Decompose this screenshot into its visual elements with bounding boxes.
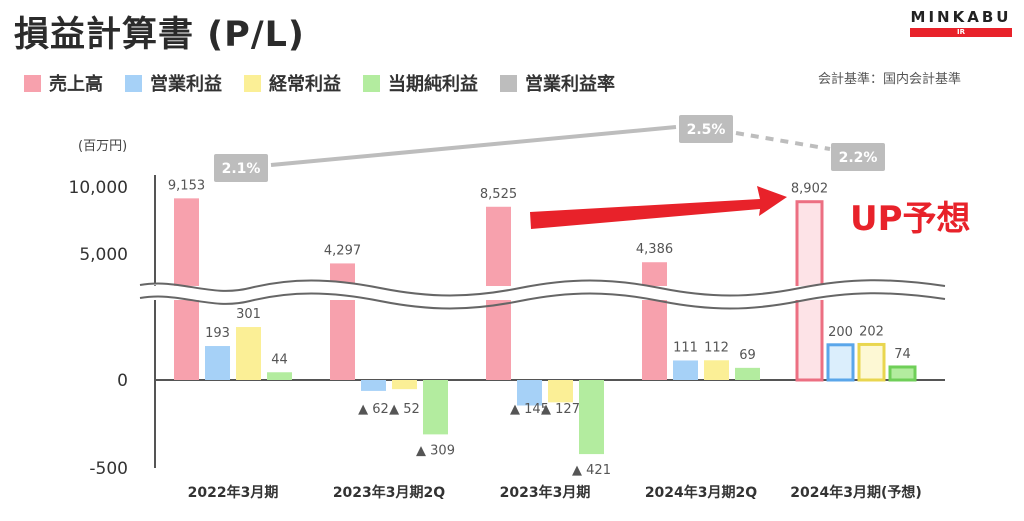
bar	[236, 327, 261, 380]
y-tick-label: 0	[117, 371, 128, 391]
bar-value-label: 8,525	[480, 187, 517, 202]
bar	[857, 342, 886, 382]
legend-swatch-sales	[24, 74, 41, 92]
axis-break-line	[139, 279, 946, 297]
operating-margin-forecast-line	[735, 131, 831, 151]
bar-value-label: ▲ 62	[358, 402, 389, 417]
bar-value-label: ▲ 421	[572, 463, 611, 478]
operating-margin-box	[831, 143, 885, 171]
bar-value-label: ▲ 309	[416, 443, 455, 458]
bar	[826, 343, 855, 382]
legend-swatch-net-income	[363, 74, 380, 92]
accounting-basis: 会計基準：国内会計基準	[818, 72, 962, 87]
bar-value-label: 193	[205, 326, 230, 341]
legend-label-operating-profit: 営業利益	[150, 74, 222, 95]
bar-value-label: 202	[859, 324, 884, 339]
bar-value-label: 8,902	[791, 182, 828, 197]
unit-label: (百万円)	[78, 139, 127, 154]
y-tick-label: 5,000	[79, 245, 128, 265]
category-label: 2022年3月期	[188, 484, 279, 501]
legend-swatch-ordinary-profit	[244, 74, 261, 92]
bar	[642, 262, 667, 380]
legend-item-operating-margin: 営業利益率	[500, 70, 615, 96]
page-title: 損益計算書 (P/L)	[14, 15, 305, 55]
logo-text: MINKABU	[910, 8, 1012, 26]
chart-legend: 売上高 営業利益 経常利益 当期純利益 営業利益率	[24, 70, 615, 96]
bar-value-label: 112	[704, 340, 729, 355]
bar	[423, 380, 448, 435]
bar	[267, 372, 292, 380]
category-label: 2024年3月期(予想)	[790, 484, 922, 501]
axis-break-mask	[138, 286, 948, 300]
bar	[361, 380, 386, 391]
bar-value-label: 4,386	[636, 242, 673, 257]
bar-value-label: 69	[739, 348, 756, 363]
bar	[888, 365, 917, 382]
logo-sub: IR	[910, 28, 1012, 37]
bar-value-label: ▲ 145	[510, 402, 549, 417]
bar-value-label: 200	[828, 325, 853, 340]
legend-label-operating-margin: 営業利益率	[525, 74, 615, 95]
operating-margin-box	[679, 115, 733, 143]
bar-value-label: 111	[673, 340, 698, 355]
legend-item-ordinary-profit: 経常利益	[244, 70, 341, 96]
operating-margin-box	[214, 154, 268, 182]
bar-value-label: 9,153	[168, 178, 205, 193]
axis-break-line	[139, 292, 946, 310]
bar	[579, 380, 604, 455]
bar	[205, 346, 230, 380]
bar-value-label: ▲ 52	[389, 402, 420, 417]
legend-swatch-operating-profit	[125, 74, 142, 92]
category-label: 2023年3月期	[500, 484, 591, 501]
operating-margin-line	[270, 125, 677, 167]
category-label: 2024年3月期2Q	[645, 484, 757, 501]
legend-swatch-operating-margin	[500, 74, 517, 92]
bar-value-label: 44	[271, 352, 288, 367]
legend-item-sales: 売上高	[24, 70, 103, 96]
bar	[673, 360, 698, 380]
category-label: 2023年3月期2Q	[333, 484, 445, 501]
y-tick-label: -500	[89, 459, 128, 479]
bar	[704, 360, 729, 380]
legend-label-sales: 売上高	[49, 74, 103, 95]
bar-value-label: 74	[894, 347, 911, 362]
up-arrow-icon	[530, 186, 787, 229]
legend-label-net-income: 当期純利益	[388, 74, 478, 95]
legend-label-ordinary-profit: 経常利益	[269, 74, 341, 95]
y-tick-label: 10,000	[69, 178, 128, 198]
bar	[392, 380, 417, 390]
bar-value-label: ▲ 127	[541, 402, 580, 417]
operating-margin-label: 2.2%	[839, 150, 878, 166]
minkabu-logo: MINKABU IR	[910, 8, 1012, 37]
bar-value-label: 4,297	[324, 243, 361, 258]
bar	[735, 367, 760, 380]
bar	[548, 380, 573, 403]
operating-margin-label: 2.5%	[687, 122, 726, 138]
operating-margin-label: 2.1%	[222, 161, 261, 177]
forecast-up-annotation: UP予想	[850, 199, 971, 239]
bar-value-label: 301	[236, 307, 261, 322]
legend-item-net-income: 当期純利益	[363, 70, 478, 96]
bar	[517, 380, 542, 406]
legend-item-operating-profit: 営業利益	[125, 70, 222, 96]
